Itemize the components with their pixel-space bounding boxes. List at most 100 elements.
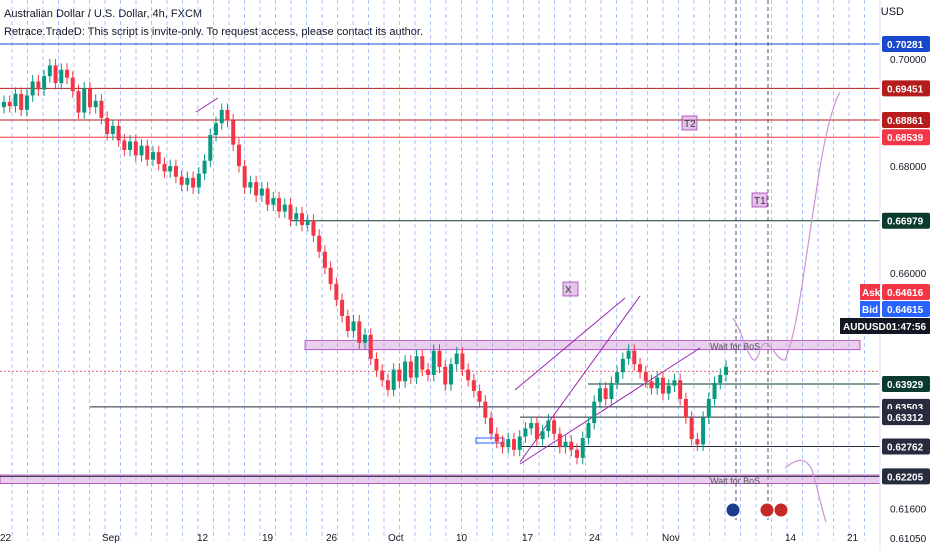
candle xyxy=(110,125,115,134)
quote-price-label: 0.64615 xyxy=(887,305,924,316)
candle xyxy=(678,380,683,399)
candle xyxy=(638,364,643,373)
grid xyxy=(11,0,865,540)
candle xyxy=(254,182,259,196)
quote-price-label: 0.64616 xyxy=(887,288,924,299)
quote-tag-box xyxy=(860,284,880,300)
candle xyxy=(122,140,127,151)
event-flag-icon xyxy=(759,502,775,518)
candle xyxy=(437,350,442,367)
price-labels: 0.70281 0.69451 0.68861 0.68539 0.66979 0.639… xyxy=(840,35,930,485)
candle xyxy=(483,401,488,418)
candle xyxy=(133,141,138,156)
candle xyxy=(116,125,121,141)
candle xyxy=(105,117,110,134)
candle xyxy=(529,423,534,429)
channel-line-small xyxy=(195,97,219,113)
marker-box xyxy=(681,115,698,131)
price-label-box xyxy=(882,212,930,229)
candle xyxy=(523,428,528,437)
candle xyxy=(294,213,299,220)
countdown: 01:47:56 xyxy=(886,322,926,333)
candle xyxy=(65,69,70,78)
quote-price-label-box xyxy=(882,301,930,317)
zone-label: Wait for BoS xyxy=(710,342,760,352)
candle xyxy=(569,441,574,450)
candle xyxy=(643,372,648,382)
last-price-box xyxy=(840,318,930,334)
event-flag-icon xyxy=(773,502,789,518)
candle xyxy=(202,160,207,174)
candle xyxy=(448,364,453,385)
candle xyxy=(403,361,408,382)
candle xyxy=(724,366,728,375)
candle xyxy=(271,198,276,205)
candle xyxy=(597,388,602,402)
quote-tag-box xyxy=(860,301,880,317)
candle xyxy=(655,377,660,389)
candle xyxy=(168,166,173,172)
time-tick: Oct xyxy=(388,533,404,544)
quote-tag-label: Ask xyxy=(862,288,881,299)
projection-path-down xyxy=(784,459,827,523)
candle xyxy=(76,91,81,113)
time-tick: Sep xyxy=(102,533,120,544)
candle xyxy=(494,433,499,442)
candle xyxy=(24,95,29,110)
price-label-box xyxy=(882,111,930,128)
marker-label: T2 xyxy=(684,119,696,130)
candle xyxy=(540,431,545,440)
candle xyxy=(59,69,64,84)
candle xyxy=(471,380,476,391)
projection-path-up xyxy=(732,91,841,361)
candle xyxy=(683,398,688,418)
candle xyxy=(36,81,41,90)
price-tick: 0.68000 xyxy=(890,162,927,173)
candle xyxy=(391,369,396,390)
candle xyxy=(53,65,58,84)
candle xyxy=(236,144,241,167)
candle xyxy=(13,93,18,107)
candle xyxy=(42,76,47,90)
price-label-box xyxy=(882,80,930,97)
drawings xyxy=(195,91,841,523)
time-tick: 10 xyxy=(456,533,468,544)
price-label: 0.63503 xyxy=(887,403,924,414)
time-tick: 19 xyxy=(262,533,274,544)
candle xyxy=(546,420,551,432)
candle xyxy=(345,315,350,331)
price-label: 0.68861 xyxy=(887,116,924,127)
candle xyxy=(196,173,201,188)
marker-box xyxy=(751,192,768,208)
zones: Wait for BoS Wait for BoS xyxy=(0,340,881,486)
candle xyxy=(603,388,608,399)
candle xyxy=(477,390,482,402)
time-tick: 26 xyxy=(326,533,338,544)
bos-zone xyxy=(304,340,861,351)
price-label: 0.66979 xyxy=(887,217,924,228)
price-tick: 0.61600 xyxy=(890,505,927,516)
quote-price-label-box xyxy=(882,284,930,300)
candle xyxy=(701,417,706,445)
candle xyxy=(443,366,448,385)
candle xyxy=(660,377,665,394)
candle xyxy=(609,382,614,399)
candle xyxy=(231,120,236,145)
candle xyxy=(225,109,230,121)
candle xyxy=(466,369,471,381)
candle xyxy=(265,188,270,205)
candle xyxy=(191,177,196,188)
candle xyxy=(179,176,184,185)
price-axis: 0.70000 0.68000 0.66000 0.61600 0.61050 xyxy=(890,55,927,545)
candle xyxy=(305,220,310,225)
candle xyxy=(19,93,24,110)
candle xyxy=(282,204,287,212)
price-label: 0.63929 xyxy=(887,380,924,391)
candle xyxy=(30,81,35,96)
chart-title: Australian Dollar / U.S. Dollar, 4h, FXC… xyxy=(4,8,203,20)
candle xyxy=(426,369,431,375)
candle xyxy=(173,166,178,177)
candle xyxy=(414,356,419,378)
candle xyxy=(563,441,568,448)
